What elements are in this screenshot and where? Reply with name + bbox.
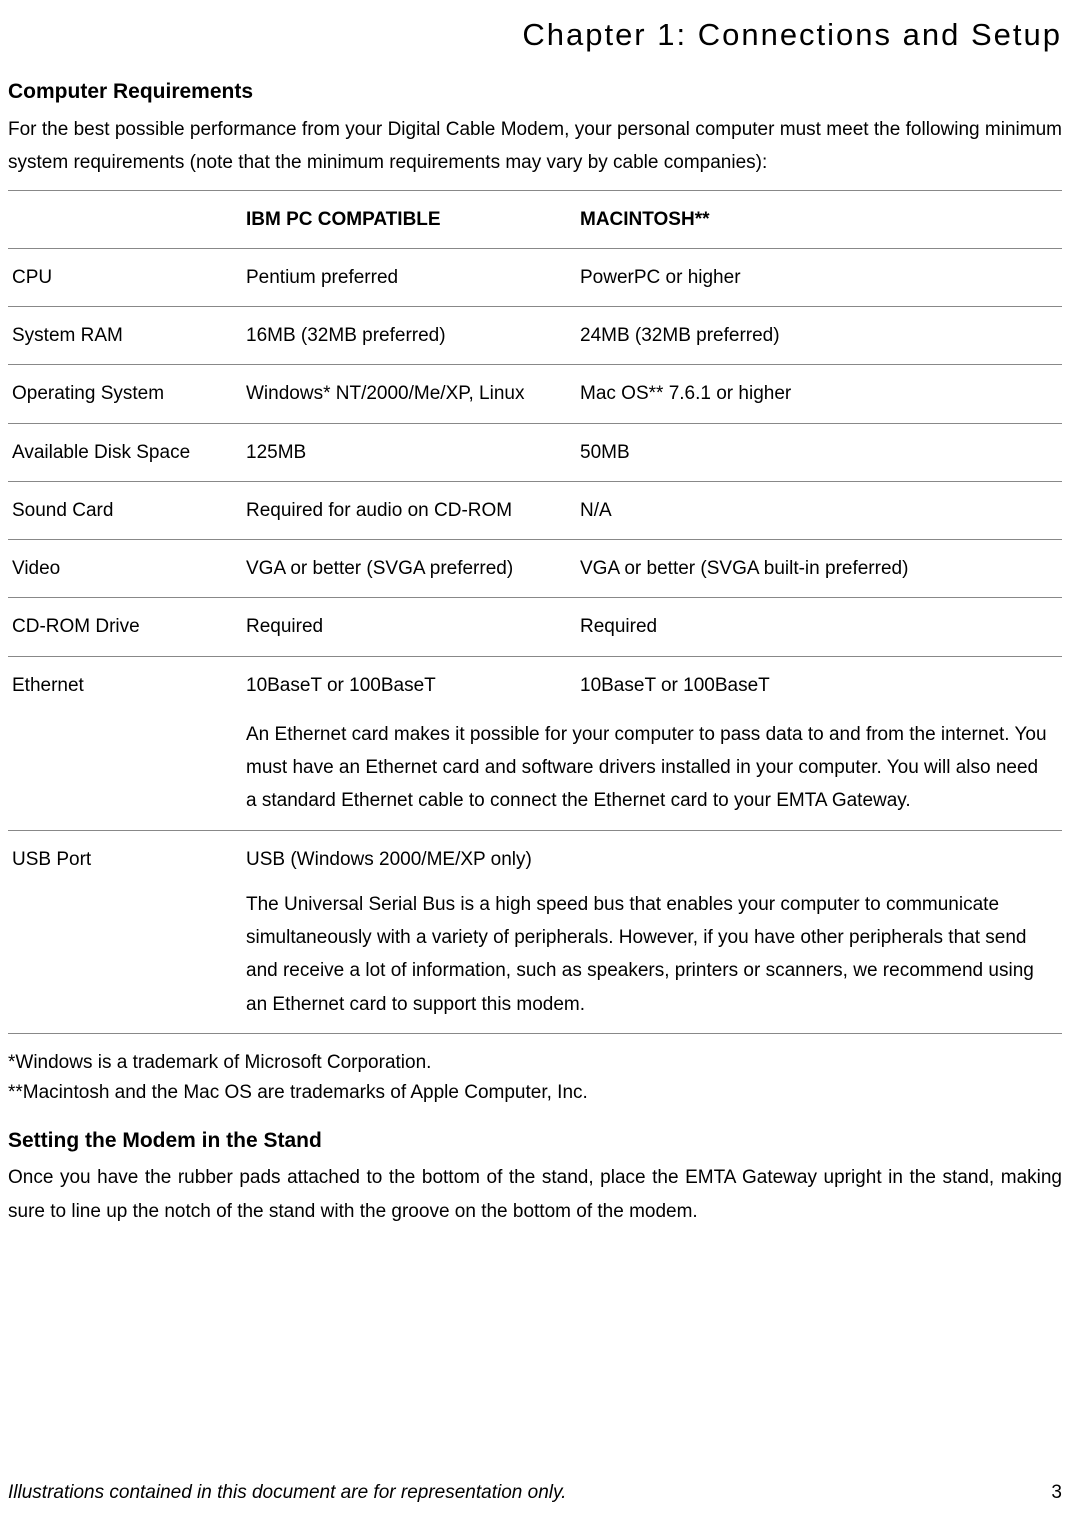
usb-value: USB (Windows 2000/ME/XP only) [246, 849, 532, 870]
cell: Required [576, 598, 1062, 656]
requirements-table: IBM PC COMPATIBLE MACINTOSH** CPU Pentiu… [8, 190, 1062, 1034]
chapter-title: Chapter 1: Connections and Setup [8, 8, 1062, 62]
table-row: CPU Pentium preferred PowerPC or higher [8, 248, 1062, 306]
cell: Required [242, 598, 576, 656]
row-label: System RAM [8, 307, 242, 365]
cell: 24MB (32MB preferred) [576, 307, 1062, 365]
table-row: Sound Card Required for audio on CD-ROM … [8, 481, 1062, 539]
cell: Mac OS** 7.6.1 or higher [576, 365, 1062, 423]
row-label: CPU [8, 248, 242, 306]
header-ibm: IBM PC COMPATIBLE [242, 190, 576, 248]
usb-note: The Universal Serial Bus is a high speed… [246, 876, 1052, 1021]
row-label: Available Disk Space [8, 423, 242, 481]
row-label: USB Port [8, 830, 242, 1033]
cell: 10BaseT or 100BaseT [242, 657, 576, 702]
footer-note: Illustrations contained in this document… [8, 1476, 566, 1509]
section-heading-stand: Setting the Modem in the Stand [8, 1123, 1062, 1160]
cell: Pentium preferred [242, 248, 576, 306]
cell: VGA or better (SVGA built-in preferred) [576, 540, 1062, 598]
table-row-ethernet: Ethernet 10BaseT or 100BaseT 10BaseT or … [8, 656, 1062, 830]
cell: Required for audio on CD-ROM [242, 481, 576, 539]
table-header-row: IBM PC COMPATIBLE MACINTOSH** [8, 190, 1062, 248]
row-label: CD-ROM Drive [8, 598, 242, 656]
ethernet-note: An Ethernet card makes it possible for y… [242, 702, 1062, 830]
intro-paragraph: For the best possible performance from y… [8, 113, 1062, 180]
row-label: Ethernet [8, 656, 242, 830]
footnote-windows: *Windows is a trademark of Microsoft Cor… [8, 1048, 1062, 1078]
cell: VGA or better (SVGA preferred) [242, 540, 576, 598]
table-row-usb: USB Port USB (Windows 2000/ME/XP only) T… [8, 830, 1062, 1033]
table-row: Available Disk Space 125MB 50MB [8, 423, 1062, 481]
stand-paragraph: Once you have the rubber pads attached t… [8, 1161, 1062, 1228]
usb-cell: USB (Windows 2000/ME/XP only) The Univer… [242, 830, 1062, 1033]
section-heading-requirements: Computer Requirements [8, 74, 1062, 111]
cell: PowerPC or higher [576, 248, 1062, 306]
table-row: Operating System Windows* NT/2000/Me/XP,… [8, 365, 1062, 423]
cell: Windows* NT/2000/Me/XP, Linux [242, 365, 576, 423]
footnotes: *Windows is a trademark of Microsoft Cor… [8, 1048, 1062, 1109]
footnote-mac: **Macintosh and the Mac OS are trademark… [8, 1078, 1062, 1108]
table-row: CD-ROM Drive Required Required [8, 598, 1062, 656]
page-footer: Illustrations contained in this document… [8, 1476, 1062, 1509]
row-label: Operating System [8, 365, 242, 423]
table-row: System RAM 16MB (32MB preferred) 24MB (3… [8, 307, 1062, 365]
header-blank [8, 190, 242, 248]
table-row: Video VGA or better (SVGA preferred) VGA… [8, 540, 1062, 598]
page-number: 3 [1051, 1476, 1062, 1509]
cell: 50MB [576, 423, 1062, 481]
row-label: Sound Card [8, 481, 242, 539]
header-mac: MACINTOSH** [576, 190, 1062, 248]
cell: 10BaseT or 100BaseT [576, 657, 1062, 702]
cell: 125MB [242, 423, 576, 481]
cell: 16MB (32MB preferred) [242, 307, 576, 365]
cell: N/A [576, 481, 1062, 539]
row-label: Video [8, 540, 242, 598]
